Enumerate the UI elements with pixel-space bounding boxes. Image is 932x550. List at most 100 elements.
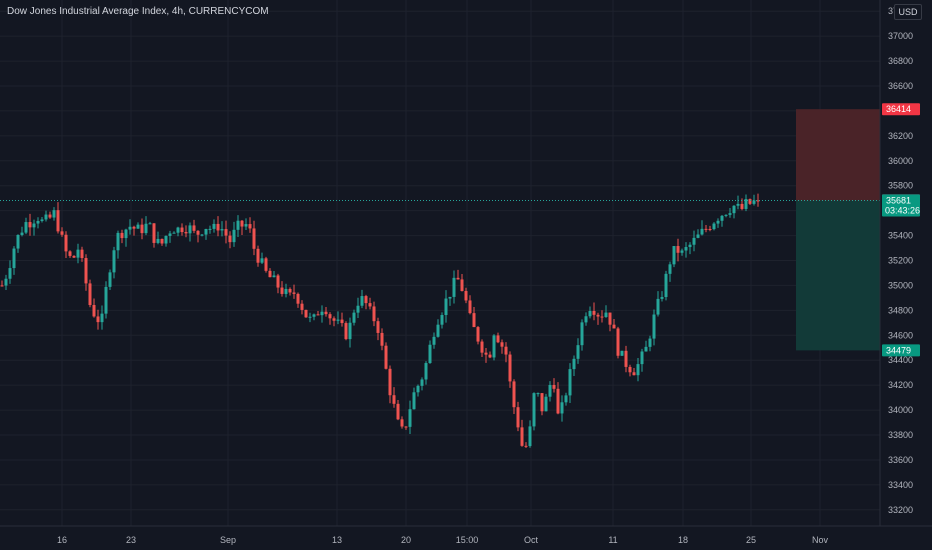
price-tick-label: 36800 <box>888 56 913 66</box>
price-tick-label: 34400 <box>888 355 913 365</box>
candle-body <box>372 306 376 322</box>
candle-body <box>676 246 680 253</box>
candle-body <box>480 341 484 353</box>
candle-body <box>704 228 708 230</box>
candle-body <box>476 327 480 342</box>
candle-body <box>464 291 468 301</box>
take-profit-zone[interactable] <box>796 200 880 351</box>
candle-body <box>616 328 620 356</box>
candle-body <box>460 279 464 292</box>
candle-body <box>252 228 256 249</box>
candle-body <box>668 264 672 274</box>
candle-body <box>540 393 544 412</box>
price-axis[interactable]: 33200 33400 33600 33800 34000 34200 34400 34600… <box>879 0 932 550</box>
candle-body <box>92 305 96 317</box>
time-tick-label: 15:00 <box>456 535 479 545</box>
candle-body <box>448 296 452 299</box>
candle-body <box>640 351 644 365</box>
currency-button[interactable]: USD <box>894 4 922 20</box>
time-tick-label: 25 <box>746 535 756 545</box>
price-tick-label: 34800 <box>888 305 913 315</box>
candle-body <box>660 297 664 299</box>
time-tick-label: 20 <box>401 535 411 545</box>
candle-body <box>232 229 236 243</box>
price-tick-label: 33400 <box>888 480 913 490</box>
candle-body <box>236 220 240 230</box>
candle-body <box>580 322 584 346</box>
candle-body <box>404 426 408 428</box>
candle-body <box>744 199 748 209</box>
candle-body <box>368 303 372 307</box>
candle-body <box>468 300 472 314</box>
time-tick-label: 11 <box>608 535 617 545</box>
candle-body <box>56 210 60 232</box>
candle-body <box>708 228 712 230</box>
candle-body <box>612 324 616 329</box>
candle-body <box>268 270 272 278</box>
time-axis[interactable]: 16 23 Sep 13 20 15:00 Oct 11 18 25 Nov <box>0 525 932 550</box>
candle-body <box>484 352 488 355</box>
price-label-countdown: 03:43:26 <box>885 206 920 216</box>
price-tick-label: 35800 <box>888 181 913 191</box>
candle-body <box>288 288 292 293</box>
candle-body <box>136 224 140 229</box>
time-tick-label: 23 <box>126 535 136 545</box>
time-tick-label: 13 <box>332 535 342 545</box>
candle-body <box>80 249 84 259</box>
candle-body <box>400 419 404 427</box>
candle-body <box>12 248 16 269</box>
candle-body <box>308 316 312 318</box>
price-tick-label: 36600 <box>888 81 913 91</box>
candle-body <box>60 231 64 235</box>
candle-body <box>656 298 660 315</box>
candle-body <box>0 285 4 287</box>
candle-body <box>200 234 204 236</box>
candle-body <box>388 368 392 396</box>
candle-body <box>508 354 512 382</box>
candle-body <box>8 268 12 279</box>
candle-body <box>408 409 412 427</box>
candle-body <box>36 220 40 224</box>
candle-body <box>64 234 68 252</box>
candle-body <box>728 213 732 215</box>
price-tick-label: 35200 <box>888 256 913 266</box>
candle-body <box>632 372 636 376</box>
chart-grid <box>0 0 880 526</box>
candle-body <box>296 293 300 304</box>
candle-body <box>96 316 100 323</box>
price-tick-label: 37000 <box>888 31 913 41</box>
candle-body <box>664 273 668 298</box>
candle-body <box>440 315 444 325</box>
candle-body <box>100 313 104 323</box>
candle-body <box>424 363 428 380</box>
candle-body <box>608 312 612 325</box>
candle-body <box>532 393 536 427</box>
candle-body <box>492 335 496 358</box>
candle-body <box>32 223 36 228</box>
candle-body <box>548 384 552 397</box>
candle-body <box>520 427 524 446</box>
candle-body <box>356 305 360 313</box>
candle-body <box>124 229 128 239</box>
candle-body <box>648 338 652 347</box>
time-tick-label: 18 <box>678 535 688 545</box>
candle-body <box>644 346 648 352</box>
price-label-value: 34479 <box>886 345 911 355</box>
candle-body <box>40 219 44 221</box>
candle-body <box>376 321 380 333</box>
candle-body <box>592 310 596 315</box>
position-tool[interactable] <box>796 109 880 351</box>
candle-body <box>324 311 328 315</box>
candle-body <box>556 388 560 414</box>
candle-body <box>748 199 752 204</box>
candle-body <box>248 224 252 229</box>
candle-body <box>384 345 388 369</box>
candle-body <box>156 238 160 243</box>
candle-body <box>736 203 740 206</box>
time-tick-label: Oct <box>524 535 539 545</box>
candle-body <box>432 336 436 345</box>
stop-loss-zone[interactable] <box>796 109 880 201</box>
candle-body <box>16 234 20 249</box>
candle-body <box>692 237 696 245</box>
